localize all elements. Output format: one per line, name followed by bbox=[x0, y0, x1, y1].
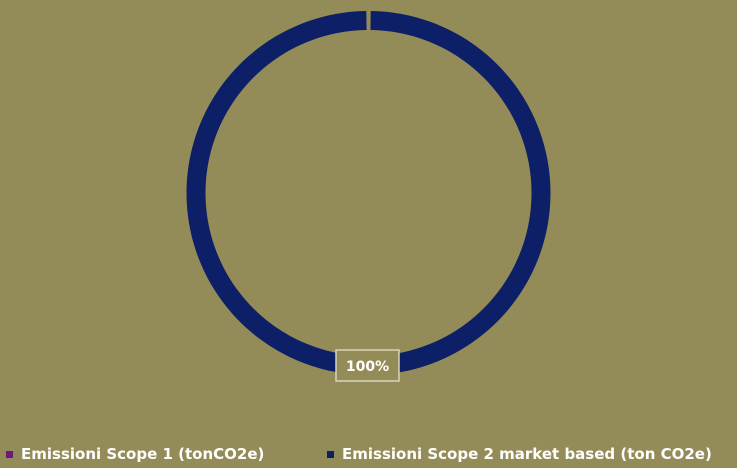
data-label-scope2: 100% bbox=[335, 349, 400, 382]
legend-label-scope2: Emissioni Scope 2 market based (ton CO2e… bbox=[342, 445, 712, 463]
legend-label-scope1: Emissioni Scope 1 (tonCO2e) bbox=[21, 445, 265, 463]
data-label-text: 100% bbox=[346, 359, 389, 375]
donut-slice-2 bbox=[186, 11, 551, 375]
legend-swatch-scope1 bbox=[6, 450, 13, 458]
chart-legend: Emissioni Scope 1 (tonCO2e) Emissioni Sc… bbox=[0, 444, 737, 464]
legend-item-scope1: Emissioni Scope 1 (tonCO2e) bbox=[6, 444, 264, 464]
legend-item-scope2: Emissioni Scope 2 market based (ton CO2e… bbox=[327, 444, 712, 464]
data-label-box bbox=[335, 349, 400, 382]
legend-swatch-scope2 bbox=[327, 450, 334, 458]
